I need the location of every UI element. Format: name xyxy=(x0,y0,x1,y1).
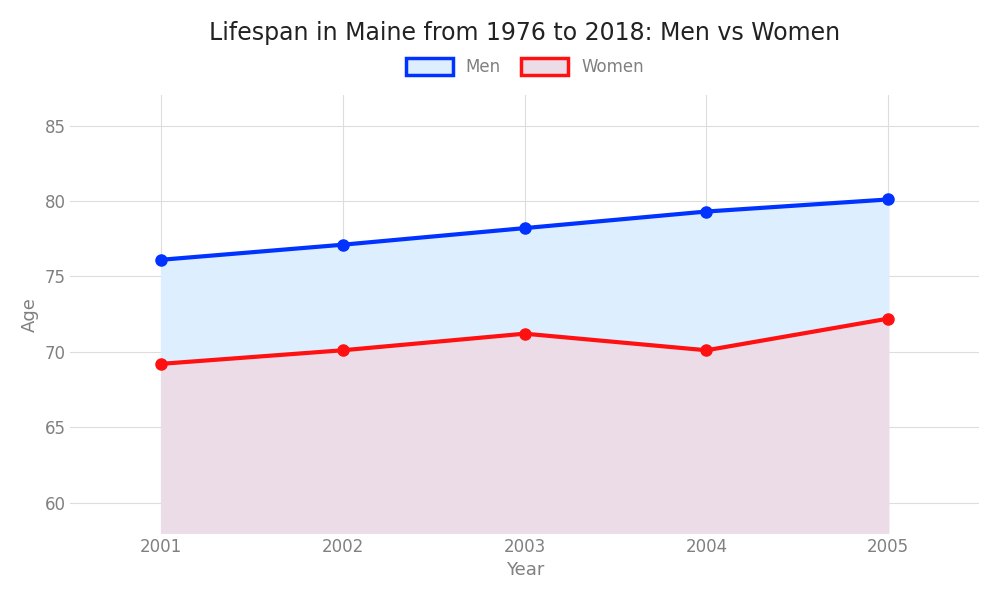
Men xyxy=(700,208,712,215)
Line: Women: Women xyxy=(156,313,894,370)
Men xyxy=(882,196,894,203)
Line: Men: Men xyxy=(156,194,894,265)
Title: Lifespan in Maine from 1976 to 2018: Men vs Women: Lifespan in Maine from 1976 to 2018: Men… xyxy=(209,21,840,45)
Women xyxy=(337,347,349,354)
Legend: Men, Women: Men, Women xyxy=(399,51,650,83)
Women xyxy=(700,347,712,354)
Women xyxy=(155,360,167,367)
Men xyxy=(337,241,349,248)
X-axis label: Year: Year xyxy=(506,561,544,579)
Women xyxy=(882,315,894,322)
Men xyxy=(155,256,167,263)
Y-axis label: Age: Age xyxy=(21,296,39,332)
Men xyxy=(519,224,531,232)
Women xyxy=(519,330,531,337)
